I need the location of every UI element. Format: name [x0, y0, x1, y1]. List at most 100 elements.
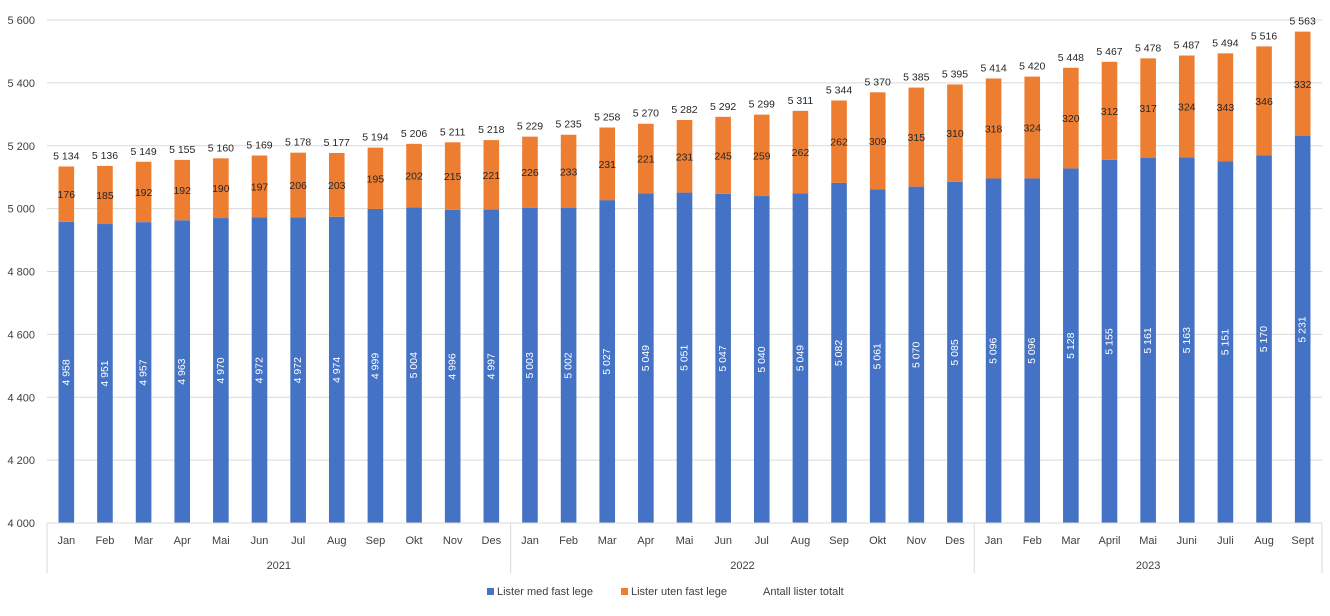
bar-lister-uten-fast-lege: [213, 158, 229, 219]
bar-lister-uten-fast-lege: [1178, 55, 1195, 158]
bar-lister-med-fast-lege: [290, 217, 306, 524]
x-tick-label: Apr: [637, 535, 654, 547]
data-label-antall-lister-totalt: 5 177: [324, 137, 350, 149]
data-label-lister-med-fast-lege: 4 951: [99, 360, 111, 386]
bar-lister-uten-fast-lege: [1101, 61, 1118, 160]
y-tick-label: 4 200: [7, 455, 35, 467]
bars: [58, 31, 1311, 524]
data-label-lister-uten-fast-lege: 317: [1139, 103, 1157, 115]
data-label-lister-med-fast-lege: 5 231: [1297, 316, 1309, 342]
data-label-lister-med-fast-lege: 5 085: [949, 339, 961, 365]
bar-lister-med-fast-lege: [406, 207, 422, 523]
bar-lister-uten-fast-lege: [290, 152, 306, 218]
bar-lister-uten-fast-lege: [406, 143, 422, 208]
data-label-antall-lister-totalt: 5 385: [903, 72, 929, 84]
data-label-lister-med-fast-lege: 4 958: [60, 359, 72, 385]
x-tick-label: Sep: [366, 535, 386, 547]
data-label-lister-uten-fast-lege: 318: [985, 123, 1003, 135]
data-label-lister-uten-fast-lege: 195: [367, 173, 385, 185]
bar-lister-med-fast-lege: [97, 224, 113, 524]
bar-lister-med-fast-lege: [869, 189, 886, 523]
data-label-lister-med-fast-lege: 5 047: [717, 345, 729, 371]
bar-lister-med-fast-lege: [908, 186, 925, 523]
x-tick-label: Aug: [327, 535, 347, 547]
x-tick-label: Feb: [559, 535, 578, 547]
x-tick-label: Mar: [598, 535, 617, 547]
x-tick-label: Feb: [95, 535, 114, 547]
bar-lister-med-fast-lege: [1140, 158, 1156, 523]
x-tick-label: Sept: [1291, 535, 1314, 547]
data-labels: 4 958 176 5 134 4 951 185 5 136 4 957 192 5 149 4…: [53, 16, 1316, 387]
bar-lister-uten-fast-lege: [444, 142, 461, 210]
x-tick-label: Sep: [829, 535, 849, 547]
data-label-lister-uten-fast-lege: 203: [328, 180, 346, 192]
data-label-lister-med-fast-lege: 5 070: [910, 342, 922, 368]
data-label-lister-med-fast-lege: 5 163: [1181, 327, 1193, 353]
data-label-lister-med-fast-lege: 5 003: [524, 352, 536, 378]
bar-lister-uten-fast-lege: [367, 147, 384, 209]
bar-lister-uten-fast-lege: [831, 100, 847, 183]
bar-lister-uten-fast-lege: [792, 110, 809, 194]
data-label-lister-med-fast-lege: 4 957: [138, 359, 150, 385]
x-tick-label: Jan: [521, 535, 539, 547]
x-tick-label: Mar: [134, 535, 153, 547]
bar-lister-med-fast-lege: [1101, 159, 1118, 523]
x-group-label: 2021: [267, 560, 291, 572]
data-label-antall-lister-totalt: 5 270: [633, 108, 659, 120]
bar-lister-med-fast-lege: [985, 178, 1002, 523]
data-label-antall-lister-totalt: 5 478: [1135, 42, 1161, 54]
data-label-lister-uten-fast-lege: 231: [598, 159, 616, 171]
bar-lister-uten-fast-lege: [599, 127, 616, 201]
bar-lister-uten-fast-lege: [251, 155, 268, 218]
data-label-antall-lister-totalt: 5 169: [246, 139, 272, 151]
data-label-lister-med-fast-lege: 4 970: [215, 357, 227, 383]
x-tick-label: Okt: [405, 535, 422, 547]
data-label-lister-uten-fast-lege: 332: [1294, 79, 1312, 91]
data-label-lister-uten-fast-lege: 206: [289, 180, 307, 192]
bar-lister-uten-fast-lege: [1063, 67, 1079, 169]
data-label-lister-uten-fast-lege: 343: [1217, 102, 1235, 114]
bar-lister-med-fast-lege: [638, 193, 654, 523]
x-axis: Jan Feb Mar Apr Mai Jun Jul Aug Sep Okt Nov Des Jan F…: [46, 522, 1323, 573]
y-tick-label: 5 600: [7, 15, 35, 27]
data-label-lister-med-fast-lege: 5 049: [794, 345, 806, 371]
x-tick-label: Jan: [985, 535, 1003, 547]
x-tick-label: Mar: [1061, 535, 1080, 547]
bar-lister-med-fast-lege: [213, 218, 229, 523]
data-label-antall-lister-totalt: 5 218: [478, 124, 504, 136]
bar-lister-med-fast-lege: [676, 192, 693, 524]
data-label-lister-med-fast-lege: 4 997: [485, 353, 497, 379]
bar-lister-med-fast-lege: [174, 220, 191, 523]
data-label-antall-lister-totalt: 5 211: [440, 126, 466, 138]
x-tick-label: Des: [482, 535, 502, 547]
bar-lister-uten-fast-lege: [97, 165, 113, 225]
data-label-lister-med-fast-lege: 4 996: [447, 353, 459, 379]
data-label-lister-uten-fast-lege: 262: [830, 137, 848, 149]
data-label-lister-uten-fast-lege: 346: [1255, 96, 1273, 108]
y-tick-label: 4 800: [7, 267, 35, 279]
bar-lister-med-fast-lege: [753, 196, 770, 524]
x-tick-label: Jun: [714, 535, 732, 547]
bar-lister-med-fast-lege: [560, 207, 577, 523]
y-axis-tick-labels: 4 000 4 200 4 400 4 600 4 800 5 000 5 200 5 400…: [7, 15, 35, 530]
data-label-lister-uten-fast-lege: 197: [251, 181, 269, 193]
legend-swatch: [621, 588, 628, 595]
data-label-lister-med-fast-lege: 4 974: [331, 357, 343, 383]
data-label-lister-med-fast-lege: 4 972: [292, 357, 304, 383]
data-label-lister-med-fast-lege: 5 096: [1026, 337, 1038, 363]
data-label-lister-uten-fast-lege: 190: [212, 183, 230, 195]
data-label-antall-lister-totalt: 5 370: [865, 76, 891, 88]
data-label-antall-lister-totalt: 5 487: [1174, 40, 1200, 52]
data-label-antall-lister-totalt: 5 563: [1290, 16, 1316, 28]
data-label-antall-lister-totalt: 5 229: [517, 121, 543, 133]
data-label-lister-uten-fast-lege: 221: [483, 170, 501, 182]
bar-lister-uten-fast-lege: [560, 134, 577, 208]
x-tick-label: Des: [945, 535, 965, 547]
x-tick-label: Feb: [1023, 535, 1042, 547]
data-label-antall-lister-totalt: 5 344: [826, 84, 852, 96]
bar-lister-med-fast-lege: [444, 209, 461, 523]
data-label-antall-lister-totalt: 5 149: [130, 146, 156, 158]
data-label-antall-lister-totalt: 5 516: [1251, 30, 1277, 42]
bar-lister-med-fast-lege: [367, 208, 384, 523]
data-label-antall-lister-totalt: 5 136: [92, 150, 118, 162]
